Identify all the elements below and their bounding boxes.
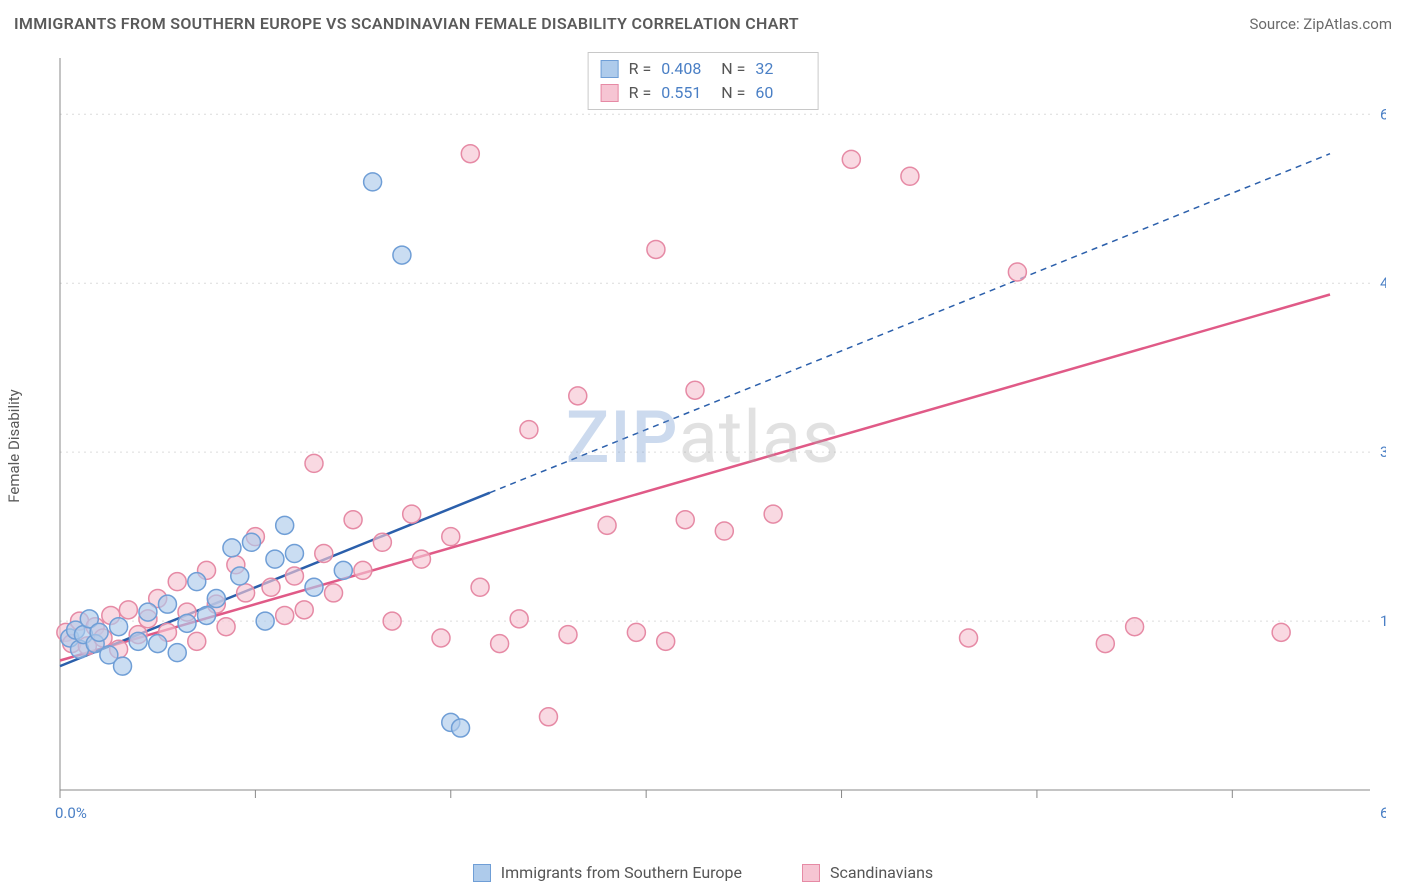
legend-label-blue: Immigrants from Southern Europe — [501, 863, 742, 882]
legend-item-blue: Immigrants from Southern Europe — [473, 863, 742, 882]
n-value-pink: 60 — [755, 81, 805, 105]
swatch-blue — [473, 864, 491, 882]
header: IMMIGRANTS FROM SOUTHERN EUROPE VS SCAND… — [14, 14, 1392, 33]
svg-text:45.0%: 45.0% — [1380, 274, 1386, 292]
svg-text:60.0%: 60.0% — [1380, 105, 1386, 123]
stats-legend: R = 0.408 N = 32 R = 0.551 N = 60 — [588, 52, 819, 110]
source-attribution: Source: ZipAtlas.com — [1249, 15, 1392, 33]
swatch-pink — [802, 864, 820, 882]
bottom-legend: Immigrants from Southern Europe Scandina… — [0, 863, 1406, 882]
r-value-blue: 0.408 — [661, 57, 711, 81]
svg-text:0.0%: 0.0% — [55, 804, 87, 822]
svg-text:15.0%: 15.0% — [1380, 612, 1386, 630]
svg-text:60.0%: 60.0% — [1380, 804, 1386, 822]
stats-row-pink: R = 0.551 N = 60 — [601, 81, 806, 105]
swatch-pink — [601, 84, 619, 102]
svg-text:30.0%: 30.0% — [1380, 443, 1386, 461]
chart-title: IMMIGRANTS FROM SOUTHERN EUROPE VS SCAND… — [14, 14, 799, 33]
n-value-blue: 32 — [755, 57, 805, 81]
scatter-chart: 15.0% 30.0% 45.0% 60.0% 0.0% 60.0% — [50, 50, 1386, 832]
legend-item-pink: Scandinavians — [802, 863, 933, 882]
legend-label-pink: Scandinavians — [830, 863, 933, 882]
r-value-pink: 0.551 — [661, 81, 711, 105]
swatch-blue — [601, 60, 619, 78]
y-axis-label: Female Disability — [5, 389, 23, 503]
chart-area: 15.0% 30.0% 45.0% 60.0% 0.0% 60.0% — [50, 50, 1386, 832]
stats-row-blue: R = 0.408 N = 32 — [601, 57, 806, 81]
